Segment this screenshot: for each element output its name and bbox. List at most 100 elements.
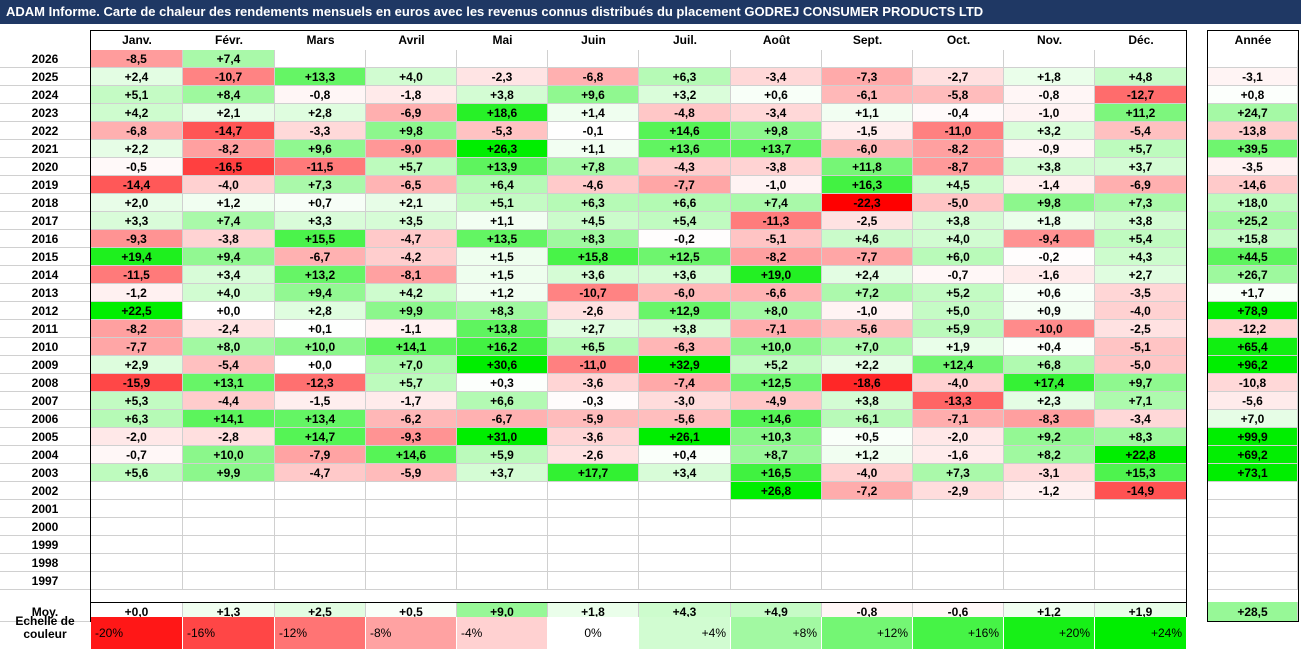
heatmap-cell: -15,9 <box>91 374 183 392</box>
heatmap-cell: +14,1 <box>183 410 275 428</box>
heatmap-cell: +4,2 <box>366 284 457 302</box>
heatmap-cell: +4,5 <box>548 212 639 230</box>
heatmap-cell: +2,8 <box>275 302 366 320</box>
heatmap-cell: -12,7 <box>1095 86 1187 104</box>
heatmap-cell: -7,3 <box>822 68 913 86</box>
month-header: Mars <box>306 33 335 47</box>
heatmap-cell: -3,8 <box>183 230 275 248</box>
color-scale-swatch: +8% <box>731 617 822 649</box>
year-label: 2017 <box>0 212 90 230</box>
heatmap-cell: -2,5 <box>1095 320 1187 338</box>
heatmap-cell: -1,2 <box>91 284 183 302</box>
heatmap-cell: +9,6 <box>275 140 366 158</box>
heatmap-cell: -11,0 <box>913 122 1004 140</box>
heatmap-cell: +19,4 <box>91 248 183 266</box>
year-total-cell <box>1208 572 1298 590</box>
heatmap-cell: -7,7 <box>91 338 183 356</box>
heatmap-cell: +4,5 <box>913 176 1004 194</box>
heatmap-cell: -3,4 <box>731 68 822 86</box>
heatmap-cell: +6,6 <box>639 194 731 212</box>
heatmap-cell: +9,9 <box>366 302 457 320</box>
heatmap-cell: +26,8 <box>731 482 822 500</box>
year-label: 1999 <box>0 536 90 554</box>
heatmap-cell: -4,4 <box>183 392 275 410</box>
heatmap-cell <box>639 572 731 590</box>
heatmap-cell: +5,6 <box>91 464 183 482</box>
year-label: 2020 <box>0 158 90 176</box>
heatmap-cell: -3,3 <box>275 122 366 140</box>
heatmap-cell <box>731 500 822 518</box>
heatmap-cell: +3,7 <box>1095 158 1187 176</box>
year-total-cell: +24,7 <box>1208 104 1298 122</box>
heatmap-cell: +5,7 <box>366 374 457 392</box>
year-total-cell: -3,5 <box>1208 158 1298 176</box>
heatmap-cell: +13,1 <box>183 374 275 392</box>
heatmap-cell: +0,0 <box>275 356 366 374</box>
year-label: 2015 <box>0 248 90 266</box>
heatmap-cell: -5,8 <box>913 86 1004 104</box>
heatmap-cell: +2,4 <box>91 68 183 86</box>
heatmap-cell: +15,5 <box>275 230 366 248</box>
year-label: 2024 <box>0 86 90 104</box>
heatmap-cell: +16,5 <box>731 464 822 482</box>
heatmap-cell: +22,5 <box>91 302 183 320</box>
month-header: Janv. <box>122 33 152 47</box>
heatmap-cell: -18,6 <box>822 374 913 392</box>
heatmap-cell <box>1004 554 1095 572</box>
year-total-cell <box>1208 50 1298 68</box>
heatmap-cell: -5,9 <box>366 464 457 482</box>
heatmap-cell: +2,2 <box>822 356 913 374</box>
heatmap-cell: -8,2 <box>183 140 275 158</box>
color-scale-swatch: -8% <box>366 617 457 649</box>
average-label: Moy. <box>0 602 90 622</box>
heatmap-cell: +9,2 <box>1004 428 1095 446</box>
color-scale-swatch: +20% <box>1004 617 1095 649</box>
heatmap-cell <box>91 572 183 590</box>
heatmap-cell: -5,6 <box>822 320 913 338</box>
year-label: 2021 <box>0 140 90 158</box>
heatmap-cell <box>731 518 822 536</box>
heatmap-cell: -3,1 <box>1004 464 1095 482</box>
heatmap-cell <box>457 536 548 554</box>
month-header: Sept. <box>852 33 883 47</box>
year-total-cell: +44,5 <box>1208 248 1298 266</box>
heatmap-cell <box>822 500 913 518</box>
heatmap-cell <box>913 554 1004 572</box>
heatmap-cell <box>731 536 822 554</box>
heatmap-cell: +18,6 <box>457 104 548 122</box>
heatmap-cell: +8,0 <box>183 338 275 356</box>
heatmap-cell: +13,4 <box>275 410 366 428</box>
heatmap-cell: -8,2 <box>731 248 822 266</box>
heatmap-cell: -2,0 <box>913 428 1004 446</box>
heatmap-cell <box>548 500 639 518</box>
heatmap-cell <box>275 554 366 572</box>
heatmap-cell: +8,4 <box>183 86 275 104</box>
heatmap-cell: -4,0 <box>913 374 1004 392</box>
heatmap-cell <box>1095 518 1187 536</box>
heatmap-cell: -7,2 <box>822 482 913 500</box>
year-total-cell <box>1208 536 1298 554</box>
year-label: 1997 <box>0 572 90 590</box>
heatmap-cell: -0,7 <box>91 446 183 464</box>
heatmap-cell: -5,0 <box>913 194 1004 212</box>
heatmap-cell <box>822 518 913 536</box>
heatmap-cell: -5,6 <box>639 410 731 428</box>
heatmap-cell: +7,4 <box>183 212 275 230</box>
heatmap-cell: -1,6 <box>913 446 1004 464</box>
heatmap-cell: -1,4 <box>1004 176 1095 194</box>
heatmap-cell: -10,0 <box>1004 320 1095 338</box>
month-header: Juil. <box>672 33 697 47</box>
heatmap-cell: +10,0 <box>183 446 275 464</box>
heatmap-cell: +0,5 <box>822 428 913 446</box>
heatmap-cell: +12,4 <box>913 356 1004 374</box>
heatmap-cell: +3,8 <box>822 392 913 410</box>
heatmap-cell: -0,7 <box>913 266 1004 284</box>
year-total-cell <box>1208 500 1298 518</box>
heatmap-cell: +4,6 <box>822 230 913 248</box>
heatmap-cell: +8,7 <box>731 446 822 464</box>
heatmap-cell <box>183 500 275 518</box>
heatmap-cell: -11,5 <box>275 158 366 176</box>
color-scale-swatch: +12% <box>822 617 913 649</box>
heatmap-cell: -8,1 <box>366 266 457 284</box>
heatmap-cell: +17,7 <box>548 464 639 482</box>
